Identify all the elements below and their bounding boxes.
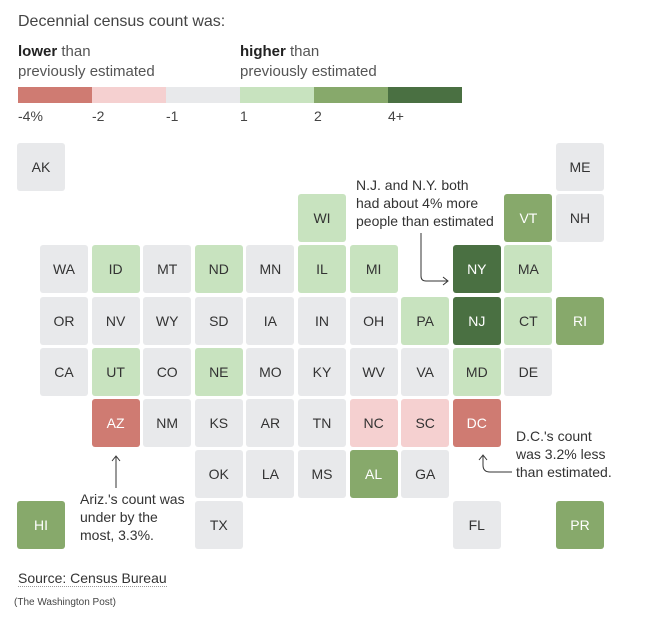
state-tile-oh: OH xyxy=(349,296,398,345)
legend-swatch xyxy=(166,87,240,103)
state-tile-ri: RI xyxy=(556,296,604,345)
state-tile-mo: MO xyxy=(246,347,295,396)
state-tile-or: OR xyxy=(40,296,88,345)
state-tile-id: ID xyxy=(91,245,140,294)
legend-swatch xyxy=(240,87,314,103)
state-tile-ia: IA xyxy=(246,296,295,345)
state-tile-de: DE xyxy=(504,347,553,396)
state-tile-ms: MS xyxy=(298,450,346,499)
state-tile-nv: NV xyxy=(91,296,140,345)
state-tile-wi: WI xyxy=(298,194,346,243)
state-tile-il: IL xyxy=(298,245,346,294)
note-line: people than estimated xyxy=(356,213,494,229)
state-tile-nd: ND xyxy=(194,245,243,294)
dc-arrowhead xyxy=(478,454,488,461)
legend-title: Decennial census count was: xyxy=(18,13,226,30)
state-tile-mn: MN xyxy=(246,245,295,294)
state-tile-fl: FL xyxy=(452,501,501,550)
note-line: most, 3.3%. xyxy=(80,527,154,543)
legend-tick-label: -2 xyxy=(92,108,105,124)
source-note: Source: Census Bureau xyxy=(18,570,167,587)
note-line: had about 4% more xyxy=(356,195,479,211)
state-tile-ar: AR xyxy=(246,399,295,447)
note-line: N.J. and N.Y. both xyxy=(356,177,469,193)
state-tile-dc: DC xyxy=(452,399,501,447)
state-tile-ak: AK xyxy=(17,143,65,191)
state-tile-ga: GA xyxy=(401,450,450,499)
az-arrowhead xyxy=(111,455,121,462)
note-line: D.C.'s count xyxy=(516,428,592,444)
legend-tick-label: -1 xyxy=(166,108,179,124)
state-tile-ne: NE xyxy=(194,347,243,396)
state-tile-me: ME xyxy=(556,143,604,191)
legend-tick-label: 4+ xyxy=(388,108,404,124)
note-line: Ariz.'s count was xyxy=(80,491,185,507)
state-tile-va: VA xyxy=(401,347,450,396)
higher-rest: than xyxy=(285,43,320,60)
state-tile-nj: NJ xyxy=(452,296,501,345)
state-tile-nh: NH xyxy=(556,194,604,243)
state-tile-az: AZ xyxy=(91,399,140,447)
legend-tick-label: -4% xyxy=(18,108,43,124)
state-tile-sc: SC xyxy=(401,399,450,447)
state-tile-ky: KY xyxy=(298,347,346,396)
note-line: was 3.2% less xyxy=(516,446,606,462)
dc-arrow xyxy=(482,456,512,473)
state-tile-vt: VT xyxy=(504,194,553,243)
state-tile-tx: TX xyxy=(194,501,243,550)
legend-higher-label: higher than previously estimated xyxy=(240,42,377,82)
state-tile-sd: SD xyxy=(194,296,243,345)
higher-line2: previously estimated xyxy=(240,63,377,80)
state-tile-wv: WV xyxy=(349,347,398,396)
state-tile-ks: KS xyxy=(194,399,243,447)
state-tile-wa: WA xyxy=(40,245,88,294)
note-line: under by the xyxy=(80,509,158,525)
state-tile-nm: NM xyxy=(143,399,192,447)
higher-bold: higher xyxy=(240,43,286,60)
state-tile-ok: OK xyxy=(194,450,243,499)
legend-tick-label: 1 xyxy=(240,108,248,124)
legend-swatch xyxy=(388,87,462,103)
legend-swatch xyxy=(92,87,166,103)
note-line: than estimated. xyxy=(516,464,612,480)
state-tile-ca: CA xyxy=(40,347,88,396)
ny-arrowhead xyxy=(442,276,449,286)
lower-line2: previously estimated xyxy=(18,63,155,80)
legend-lower-label: lower than previously estimated xyxy=(18,42,155,82)
state-tile-pr: PR xyxy=(556,501,604,550)
state-tile-pa: PA xyxy=(401,296,450,345)
state-tile-ct: CT xyxy=(504,296,553,345)
state-tile-ut: UT xyxy=(91,347,140,396)
state-tile-in: IN xyxy=(298,296,346,345)
az-annotation: Ariz.'s count was under by the most, 3.3… xyxy=(80,490,185,544)
dc-annotation: D.C.'s count was 3.2% less than estimate… xyxy=(516,427,612,481)
lower-bold: lower xyxy=(18,43,58,60)
state-tile-la: LA xyxy=(246,450,295,499)
state-tile-al: AL xyxy=(349,450,398,499)
state-tile-co: CO xyxy=(143,347,192,396)
state-tile-md: MD xyxy=(452,347,501,396)
ny-arrow xyxy=(420,233,447,282)
state-tile-ma: MA xyxy=(504,245,553,294)
legend-swatch xyxy=(18,87,92,103)
state-tile-hi: HI xyxy=(17,501,65,550)
legend-tick-label: 2 xyxy=(314,108,322,124)
state-tile-wy: WY xyxy=(143,296,192,345)
state-tile-tn: TN xyxy=(298,399,346,447)
state-tile-mt: MT xyxy=(143,245,192,294)
state-tile-mi: MI xyxy=(349,245,398,294)
ny-nj-annotation: N.J. and N.Y. both had about 4% more peo… xyxy=(356,176,494,230)
legend-swatch xyxy=(314,87,388,103)
state-tile-ny: NY xyxy=(452,245,501,294)
lower-rest: than xyxy=(57,43,91,60)
credit: (The Washington Post) xyxy=(14,597,116,608)
state-tile-nc: NC xyxy=(349,399,398,447)
